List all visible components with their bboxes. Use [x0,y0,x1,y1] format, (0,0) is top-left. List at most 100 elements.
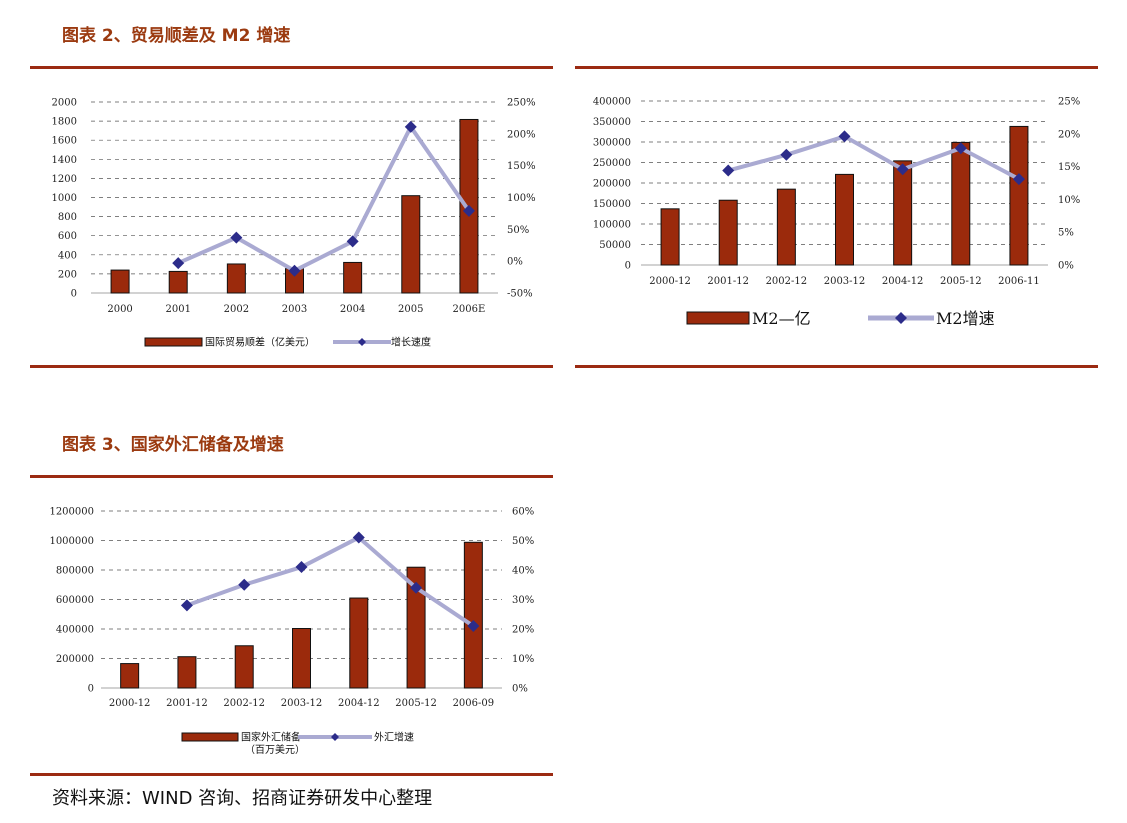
y-left-tick-label: 300000 [593,138,631,149]
growth-line [186,535,475,628]
bar [1009,125,1029,266]
x-tick-label: 2001 [165,304,190,315]
fx-reserve-chart: 0 200000 400000 600000 800000 1000000 1200000 0… [49,507,534,757]
y-left-tick-label: 100000 [593,220,631,231]
x-tick-label: 2006-09 [453,698,495,709]
growth-marker [346,235,359,248]
y-left-tick-label: 200000 [593,179,631,190]
y-right-tick-label: 5% [1058,228,1074,239]
legend-bar-swatch [144,337,203,347]
x-tick-label: 2004-12 [882,276,924,287]
legend-bar-label: 国际贸易顺差（亿美元） [205,336,315,349]
bar [406,566,426,689]
x-tick-label: 2003 [282,304,307,315]
x-tick-label: 2004 [340,304,365,315]
y-left-tick-label: 50000 [599,240,631,251]
y-left-tick-label: 350000 [593,117,631,128]
x-tick-label: 2006E [453,304,486,315]
growth-marker [467,620,480,633]
y-left-tick-label: 1800 [52,117,77,128]
x-tick-label: 2002-12 [223,698,265,709]
y-left-tick-label: 1000000 [49,536,94,547]
x-tick-label: 2000-12 [649,276,691,287]
growth-marker [838,130,851,143]
bar [168,270,188,294]
mid-left-rule [30,365,553,368]
growth-marker [288,264,301,277]
y-right-tick-label: -50% [507,289,533,300]
y-left-tick-label: 1000 [52,193,77,204]
legend-bar-swatch [181,732,239,742]
top-right-rule [575,66,1098,69]
legend-bar-swatch [686,311,750,325]
bar [893,160,913,266]
bar [349,597,369,689]
source-note: 资料来源：WIND 咨询、招商证券研发中心整理 [52,788,433,809]
chart3-bottom-rule [30,773,553,776]
y-left-tick-label: 800 [58,212,77,223]
y-right-tick-label: 30% [512,595,534,606]
legend-line-marker [331,733,339,741]
bar [292,628,311,689]
bar [226,263,246,294]
x-tick-label: 2000 [107,304,132,315]
legend-line-label: M2增速 [936,309,995,328]
y-left-tick-label: 200000 [56,654,94,665]
growth-marker [230,231,243,244]
y-left-tick-label: 400000 [593,97,631,108]
growth-marker [352,531,365,544]
growth-line [727,134,1020,181]
bar [463,541,483,689]
y-left-tick-label: 150000 [593,199,631,210]
growth-marker [954,142,967,155]
bar [343,261,363,294]
growth-marker [722,164,735,177]
x-tick-label: 2004-12 [338,698,380,709]
growth-marker [1012,173,1025,186]
x-tick-label: 2001-12 [166,698,208,709]
growth-marker [295,561,308,574]
y-right-tick-label: 10% [1058,195,1080,206]
x-tick-label: 2001-12 [707,276,749,287]
y-right-tick-label: 50% [507,225,529,236]
y-right-tick-label: 20% [512,625,534,636]
x-tick-label: 2005-12 [940,276,982,287]
bar [234,645,254,689]
mid-right-rule [575,365,1098,368]
y-left-tick-label: 0 [71,289,77,300]
chart3-title: 图表 3、国家外汇储备及增速 [62,435,284,455]
bar [660,208,680,266]
x-tick-label: 2003-12 [281,698,323,709]
y-left-tick-label: 400000 [56,625,94,636]
y-left-tick-label: 600000 [56,595,94,606]
y-left-tick-label: 250000 [593,158,631,169]
x-tick-label: 2006-11 [998,276,1040,287]
growth-marker [410,581,423,594]
y-right-tick-label: 50% [512,536,534,547]
x-tick-label: 2002 [224,304,249,315]
chart3-top-rule [30,475,553,478]
legend-line-label: 增长速度 [391,336,431,349]
y-right-tick-label: 150% [507,161,536,172]
y-left-tick-label: 200 [58,269,77,280]
y-left-tick-label: 0 [625,261,631,272]
y-left-tick-label: 2000 [52,98,77,109]
growth-marker [180,599,193,612]
legend-line-marker [895,312,907,324]
y-left-tick-label: 1600 [52,136,77,147]
bar [835,173,854,266]
bar [120,663,140,689]
legend-bar-label-line2: （百万美元） [245,743,305,756]
y-left-tick-label: 0 [88,684,94,695]
y-right-tick-label: 200% [507,129,536,140]
legend-line-label: 外汇增速 [374,731,414,744]
bar [776,188,796,266]
y-right-tick-label: 20% [1058,129,1080,140]
growth-line [177,124,471,273]
growth-marker [404,120,417,133]
y-right-tick-label: 25% [1058,97,1080,108]
chart2-title: 图表 2、贸易顺差及 M2 增速 [62,26,291,46]
legend-line-marker [358,338,366,346]
growth-marker [238,578,251,591]
y-right-tick-label: 100% [507,193,536,204]
